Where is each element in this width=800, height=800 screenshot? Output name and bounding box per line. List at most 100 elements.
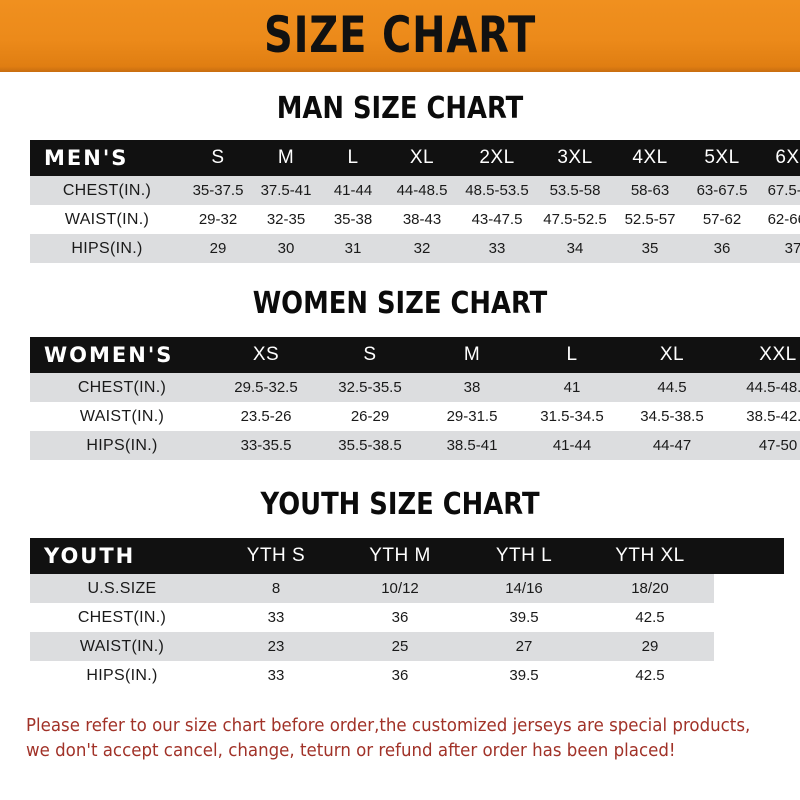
men-chest-6xl: 67.5-72 (758, 176, 800, 205)
order-policy-note-line-1: Please refer to our size chart before or… (26, 716, 751, 736)
table-row: WAIST(IN.) 29-32 32-35 35-38 38-43 43-47… (30, 205, 800, 234)
women-size-header-xs: XS (252, 344, 280, 365)
table-row: WAIST(IN.) 23.5-26 26-29 29-31.5 31.5-34… (30, 402, 800, 431)
men-chest-l: 41-44 (320, 176, 386, 205)
youth-hips-l: 39.5 (462, 661, 586, 690)
youth-size-header-s: YTH S (246, 545, 306, 566)
men-chest-2xl: 48.5-53.5 (458, 176, 536, 205)
women-chest-xl: 44.5 (622, 373, 722, 402)
men-hips-label: HIPS(IN.) (30, 234, 184, 263)
table-row: HIPS(IN.) 33 36 39.5 42.5 (30, 661, 784, 690)
men-size-table: MEN'S S M L XL 2XL 3XL 4XL 5XL 6XL CHEST… (30, 140, 800, 263)
men-table-body: CHEST(IN.) 35-37.5 37.5-41 41-44 44-48.5… (30, 176, 800, 263)
table-row: CHEST(IN.) 29.5-32.5 32.5-35.5 38 41 44.… (30, 373, 800, 402)
men-hips-3xl: 34 (536, 234, 614, 263)
men-waist-m: 32-35 (252, 205, 320, 234)
women-chest-s: 32.5-35.5 (318, 373, 422, 402)
youth-section-title: YOUTH SIZE CHART (260, 487, 540, 522)
women-waist-l: 31.5-34.5 (522, 402, 622, 431)
women-waist-label: WAIST(IN.) (30, 402, 214, 431)
women-waist-xxl: 38.5-42.5 (722, 402, 800, 431)
men-size-header-xl: XL (409, 147, 435, 168)
women-hips-label: HIPS(IN.) (30, 431, 214, 460)
men-waist-label: WAIST(IN.) (30, 205, 184, 234)
men-chest-s: 35-37.5 (184, 176, 252, 205)
women-size-header-s: S (363, 344, 377, 365)
men-size-header-2xl: 2XL (479, 147, 515, 168)
men-size-header-4xl: 4XL (632, 147, 668, 168)
youth-ussize-label: U.S.SIZE (30, 574, 214, 603)
men-size-header-s: S (211, 147, 225, 168)
women-chest-l: 41 (522, 373, 622, 402)
youth-hips-s: 33 (214, 661, 338, 690)
youth-chest-label: CHEST(IN.) (30, 603, 214, 632)
men-hips-6xl: 37 (758, 234, 800, 263)
women-header-row: WOMEN'S XS S M L XL XXL (30, 337, 800, 373)
order-policy-note-line-2: we don't accept cancel, change, teturn o… (26, 741, 676, 762)
youth-ussize-m: 10/12 (338, 574, 462, 603)
youth-chest-filler (714, 603, 784, 632)
men-chest-4xl: 58-63 (614, 176, 686, 205)
women-row-label-header: WOMEN'S (44, 343, 174, 367)
men-hips-2xl: 33 (458, 234, 536, 263)
youth-waist-s: 23 (214, 632, 338, 661)
men-waist-4xl: 52.5-57 (614, 205, 686, 234)
men-chest-m: 37.5-41 (252, 176, 320, 205)
men-waist-5xl: 57-62 (686, 205, 758, 234)
men-waist-6xl: 62-66.5 (758, 205, 800, 234)
table-row: CHEST(IN.) 35-37.5 37.5-41 41-44 44-48.5… (30, 176, 800, 205)
men-hips-l: 31 (320, 234, 386, 263)
men-chest-xl: 44-48.5 (386, 176, 458, 205)
women-hips-xxl: 47-50 (722, 431, 800, 460)
women-waist-xs: 23.5-26 (214, 402, 318, 431)
men-waist-3xl: 47.5-52.5 (536, 205, 614, 234)
men-size-header-m: M (277, 147, 295, 168)
women-section-title: WOMEN SIZE CHART (252, 286, 548, 321)
men-size-header-5xl: 5XL (704, 147, 740, 168)
women-waist-xl: 34.5-38.5 (622, 402, 722, 431)
men-size-header-l: L (347, 147, 359, 168)
women-chest-xs: 29.5-32.5 (214, 373, 318, 402)
women-waist-s: 26-29 (318, 402, 422, 431)
men-table-head: MEN'S S M L XL 2XL 3XL 4XL 5XL 6XL (30, 140, 800, 176)
youth-chest-m: 36 (338, 603, 462, 632)
men-hips-m: 30 (252, 234, 320, 263)
women-chest-xxl: 44.5-48.5 (722, 373, 800, 402)
youth-table-body: U.S.SIZE 8 10/12 14/16 18/20 CHEST(IN.) … (30, 574, 784, 690)
women-size-header-xl: XL (659, 344, 685, 365)
women-size-table: WOMEN'S XS S M L XL XXL CHEST(IN.) 29.5-… (30, 337, 800, 460)
youth-chest-s: 33 (214, 603, 338, 632)
men-waist-2xl: 43-47.5 (458, 205, 536, 234)
youth-size-table: YOUTH YTH S YTH M YTH L YTH XL U.S.SIZE … (30, 538, 784, 690)
women-size-header-xxl: XXL (759, 344, 797, 365)
women-hips-xl: 44-47 (622, 431, 722, 460)
men-section: MAN SIZE CHART MEN'S S M L XL 2XL 3XL 4X… (0, 94, 800, 263)
youth-waist-filler (714, 632, 784, 661)
table-row: U.S.SIZE 8 10/12 14/16 18/20 (30, 574, 784, 603)
youth-waist-l: 27 (462, 632, 586, 661)
men-row-label-header: MEN'S (44, 146, 129, 170)
men-waist-xl: 38-43 (386, 205, 458, 234)
women-chest-label: CHEST(IN.) (30, 373, 214, 402)
women-hips-m: 38.5-41 (422, 431, 522, 460)
youth-size-header-xl: YTH XL (615, 545, 685, 566)
order-policy-note: Please refer to our size chart before or… (26, 714, 751, 765)
men-waist-s: 29-32 (184, 205, 252, 234)
youth-hips-label: HIPS(IN.) (30, 661, 214, 690)
women-chest-m: 38 (422, 373, 522, 402)
men-chest-5xl: 63-67.5 (686, 176, 758, 205)
women-waist-m: 29-31.5 (422, 402, 522, 431)
youth-table-head: YOUTH YTH S YTH M YTH L YTH XL (30, 538, 784, 574)
youth-ussize-l: 14/16 (462, 574, 586, 603)
men-chest-3xl: 53.5-58 (536, 176, 614, 205)
page-title: SIZE CHART (263, 5, 537, 64)
men-hips-s: 29 (184, 234, 252, 263)
table-row: HIPS(IN.) 33-35.5 35.5-38.5 38.5-41 41-4… (30, 431, 800, 460)
youth-waist-m: 25 (338, 632, 462, 661)
men-hips-4xl: 35 (614, 234, 686, 263)
youth-hips-filler (714, 661, 784, 690)
women-section: WOMEN SIZE CHART WOMEN'S XS S M L XL XXL… (0, 289, 800, 460)
youth-waist-label: WAIST(IN.) (30, 632, 214, 661)
youth-chest-xl: 42.5 (586, 603, 714, 632)
men-chest-label: CHEST(IN.) (30, 176, 184, 205)
